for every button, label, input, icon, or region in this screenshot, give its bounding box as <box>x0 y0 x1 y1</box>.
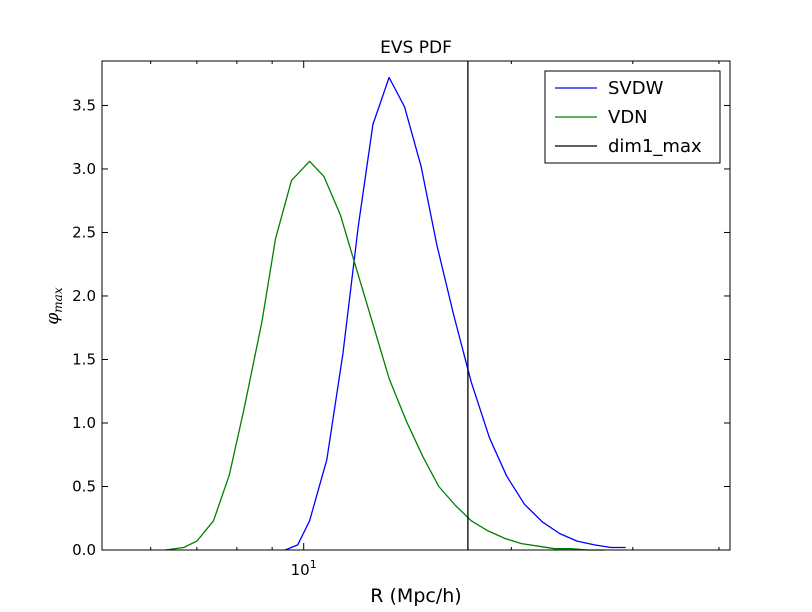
y-axis-label: φmax <box>43 287 65 324</box>
y-tick-label: 1.0 <box>72 414 96 432</box>
y-tick-label: 2.5 <box>72 223 96 241</box>
legend: SVDW VDN dim1_max <box>544 70 721 164</box>
y-tick-label: 1.5 <box>72 350 96 368</box>
y-tick-label: 3.5 <box>72 96 96 114</box>
chart-title: EVS PDF <box>380 38 452 58</box>
series-layer <box>165 61 626 551</box>
legend-label-svdw: SVDW <box>608 78 664 99</box>
legend-label-vdn: VDN <box>608 107 648 128</box>
y-tick-label: 0.0 <box>72 541 96 559</box>
legend-label-dim1-max: dim1_max <box>608 136 702 157</box>
y-tick-label: 3.0 <box>72 160 96 178</box>
y-tick-label: 2.0 <box>72 287 96 305</box>
y-axis-label-symbol: φ <box>43 313 63 325</box>
x-axis-label: R (Mpc/h) <box>370 585 461 607</box>
series-line-svdw <box>284 76 626 551</box>
y-axis-ticks: 0.0 0.5 1.0 1.5 2.0 2.5 3.0 3.5 <box>72 96 730 559</box>
y-axis-label-subscript: max <box>51 287 65 313</box>
plot-frame <box>101 60 731 551</box>
x-axis-ticks: 101 <box>150 61 720 579</box>
series-line-vdn <box>165 160 605 551</box>
x-tick-label: 101 <box>291 558 317 579</box>
y-tick-label: 0.5 <box>72 477 96 495</box>
